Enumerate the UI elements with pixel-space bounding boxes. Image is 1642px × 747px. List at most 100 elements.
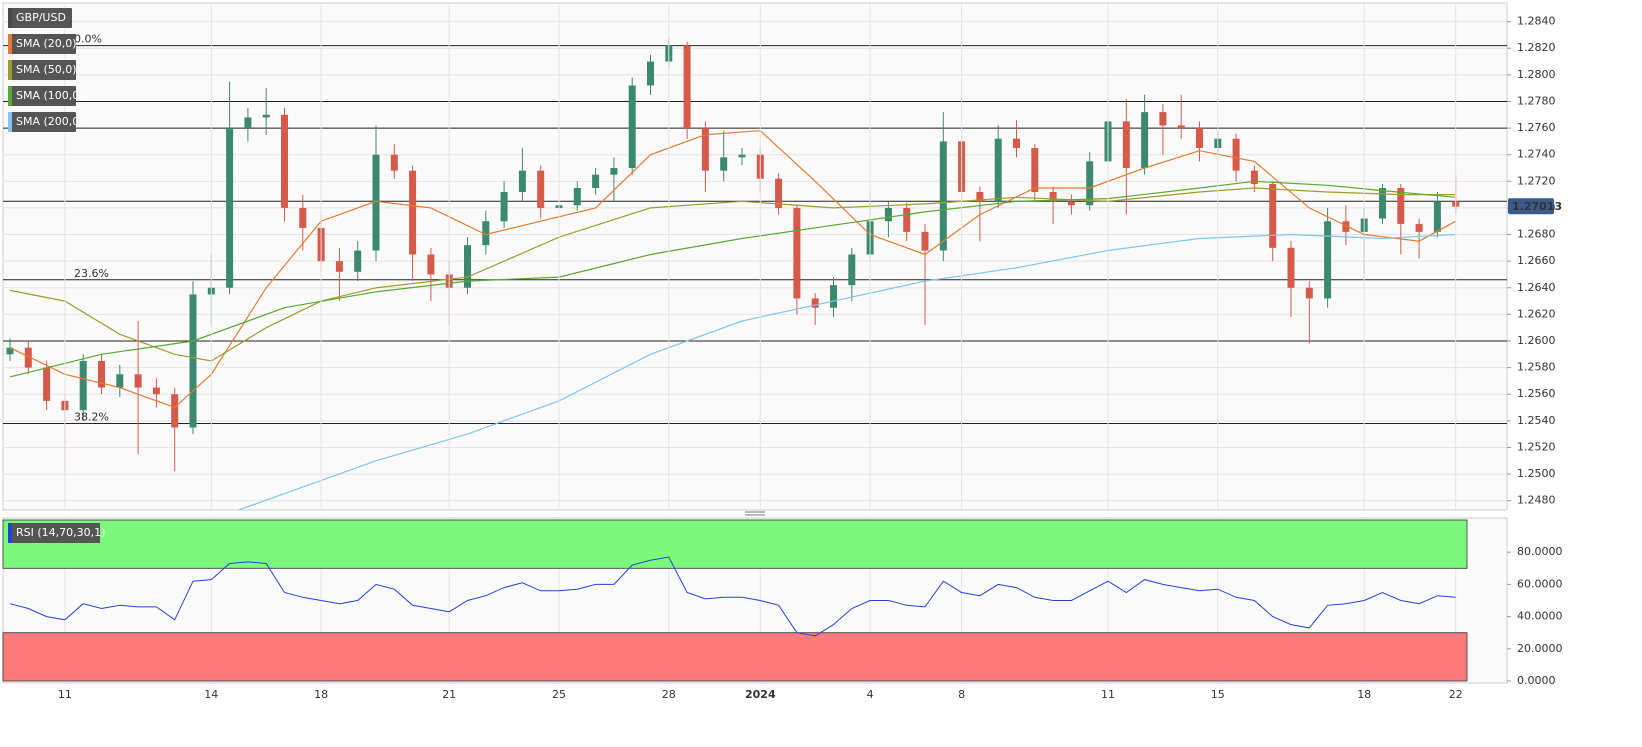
x-tick-label: 15 [1211, 688, 1225, 701]
candle-body [482, 221, 490, 246]
fib-label: 38.2% [74, 411, 109, 424]
candle-body [1415, 223, 1423, 232]
y-tick-label: 1.2740 [1517, 148, 1556, 161]
y-tick-label: 1.2840 [1517, 15, 1556, 28]
candle-body [738, 154, 746, 158]
legend-item[interactable]: SMA (100,0) [8, 86, 84, 106]
legend-swatch [8, 523, 12, 543]
candle-body [226, 128, 234, 288]
candle-body [848, 254, 856, 286]
legend-item[interactable]: GBP/USD [8, 8, 72, 28]
candle-body [884, 207, 892, 222]
candle-body [134, 374, 142, 388]
candle-body [701, 128, 709, 171]
candle-body [976, 191, 984, 202]
legend-box [8, 34, 76, 54]
candle-body [390, 154, 398, 171]
x-tick-label: 8 [958, 688, 965, 701]
price-pane [2, 2, 1508, 511]
last-price-label: 1.27013 [1512, 200, 1562, 213]
x-tick-label: 21 [442, 688, 456, 701]
legend-box [8, 523, 100, 543]
sma-line [9, 180, 1456, 378]
candle-body [921, 231, 929, 251]
sma-line [9, 130, 1456, 409]
candle-body [610, 168, 618, 175]
y-tick-label: 1.2680 [1517, 228, 1556, 241]
candle-body [628, 85, 636, 169]
candle-body [811, 298, 819, 308]
candle-body [6, 347, 14, 355]
candle-body [189, 294, 197, 428]
x-tick-label: 2024 [745, 688, 776, 701]
y-tick-label: 1.2600 [1517, 334, 1556, 347]
y-tick-label: 0.0000 [1517, 674, 1556, 687]
legend-swatch [8, 8, 12, 28]
sma-line [9, 187, 1456, 362]
candle-body [1122, 121, 1130, 169]
legend-swatch [8, 112, 12, 132]
legend-item[interactable]: SMA (50,0) [8, 60, 77, 80]
legend-label: SMA (20,0) [16, 37, 77, 50]
candle-body [1067, 201, 1075, 206]
candle-body [1159, 112, 1167, 126]
candle-body [262, 114, 270, 118]
legend-box [8, 60, 76, 80]
y-tick-label: 1.2760 [1517, 121, 1556, 134]
candle-body [518, 170, 526, 192]
legend-box [8, 8, 72, 28]
legend-item[interactable]: RSI (14,70,30,1) [8, 523, 105, 543]
candle-body [299, 207, 307, 228]
legend-box [8, 86, 76, 106]
candle-body [775, 178, 783, 208]
legend-label: SMA (200,0) [16, 115, 84, 128]
candle-body [720, 157, 728, 171]
candle-body [427, 254, 435, 275]
legend-label: SMA (50,0) [16, 63, 77, 76]
x-tick-label: 4 [867, 688, 874, 701]
x-tick-label: 14 [204, 688, 218, 701]
y-tick-label: 1.2660 [1517, 254, 1556, 267]
legend-item[interactable]: SMA (200,0) [8, 112, 84, 132]
candle-body [500, 191, 508, 222]
candle-body [116, 374, 124, 388]
x-tick-label: 28 [662, 688, 676, 701]
candle-body [647, 61, 654, 86]
candle-body [281, 114, 288, 208]
candle-body [793, 207, 801, 299]
candle-body [1232, 138, 1240, 171]
legend-swatch [8, 34, 12, 54]
legend-item[interactable]: SMA (20,0) [8, 34, 77, 54]
candle-body [1177, 125, 1185, 129]
x-tick-label: 22 [1449, 688, 1463, 701]
candle-body [1086, 161, 1094, 206]
legend-box [8, 112, 76, 132]
candle-body [464, 245, 471, 288]
candle-body [573, 187, 581, 206]
candle-body [683, 45, 691, 129]
y-tick-label: 1.2580 [1517, 361, 1556, 374]
y-tick-label: 1.2780 [1517, 94, 1556, 107]
candle-body [1342, 221, 1350, 232]
y-tick-label: 20.0000 [1517, 642, 1563, 655]
candle-body [1013, 138, 1020, 149]
y-tick-label: 1.2500 [1517, 467, 1556, 480]
candle-body [1324, 221, 1332, 299]
candle-body [1031, 148, 1039, 192]
candle-body [1287, 247, 1295, 288]
last-price-tag [1508, 198, 1554, 215]
legend-swatch [8, 86, 12, 106]
x-tick-label: 11 [1101, 688, 1115, 701]
x-tick-label: 18 [1357, 688, 1371, 701]
candle-body [939, 141, 947, 251]
y-tick-label: 1.2480 [1517, 494, 1556, 507]
candle-body [903, 207, 911, 232]
rsi-line [9, 556, 1456, 637]
fib-label: 0.0% [74, 33, 102, 46]
candle-body [1196, 128, 1203, 149]
legend-label: GBP/USD [16, 11, 66, 24]
candle-body [1250, 170, 1258, 184]
candle-body [537, 170, 545, 208]
candle-body [152, 387, 160, 395]
